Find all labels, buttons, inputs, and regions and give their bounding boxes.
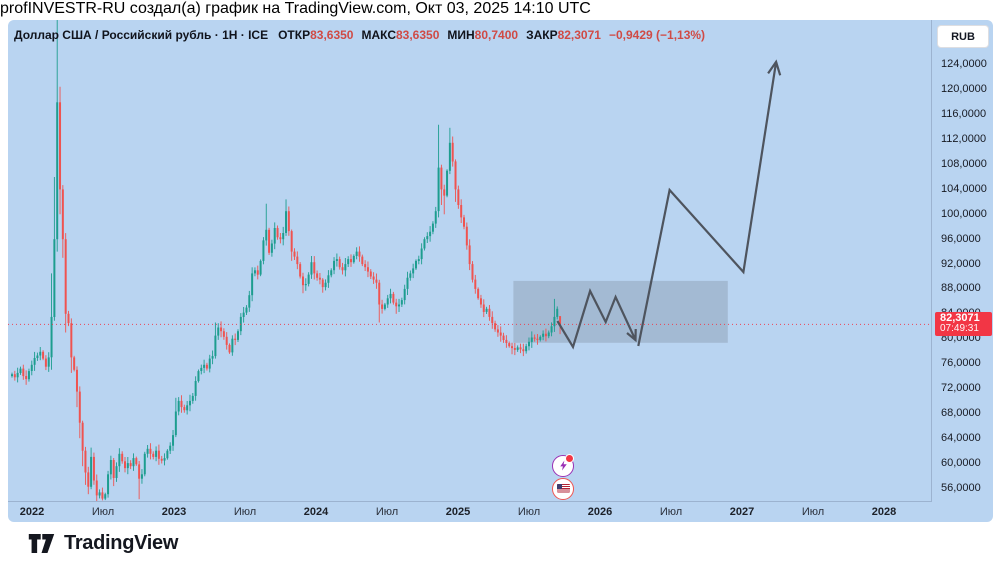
price-tick-label: 56,0000 [941, 481, 981, 494]
us-flag-glyph [556, 483, 570, 494]
last-price-value: 82,3071 [940, 312, 980, 325]
change-value: −0,9429 (−1,13%) [608, 28, 706, 42]
chart-canvas[interactable] [8, 20, 932, 501]
tradingview-logo[interactable]: TradingView [28, 532, 178, 555]
time-tick-year: 2025 [445, 506, 471, 518]
time-scale[interactable]: 2022 Июл 2023 Июл 2024 Июл 2025 Июл 2026 Июл 2027 И… [8, 501, 932, 522]
time-tick-year: 2022 [19, 506, 45, 518]
ohlc-high: МАКС83,6350 [361, 28, 440, 42]
time-tick-year: 2028 [871, 506, 897, 518]
time-tick-month: Июл [375, 506, 399, 518]
tradingview-mark-icon [28, 533, 55, 554]
price-tick-label: 92,0000 [941, 257, 981, 270]
price-tick-label: 124,0000 [941, 58, 987, 71]
price-tick-label: 100,0000 [941, 207, 987, 220]
price-scale[interactable]: RUB 82,3071 07:49:31 124,0000 120,0000 116… [931, 20, 993, 501]
time-tick-month: Июл [91, 506, 115, 518]
last-price-label: 82,3071 07:49:31 [935, 312, 992, 337]
notification-dot [565, 453, 575, 463]
lightning-event-icon[interactable] [552, 453, 575, 477]
chart-legend[interactable]: Доллар США / Российский рубль · 1H · ICE… [14, 26, 705, 44]
bar-countdown: 07:49:31 [940, 323, 979, 335]
time-tick-month: Июл [233, 506, 257, 518]
time-tick-month: Июл [801, 506, 825, 518]
price-tick-label: 120,0000 [941, 83, 987, 96]
price-tick-label: 108,0000 [941, 158, 987, 171]
chart-card: Доллар США / Российский рубль · 1H · ICE… [8, 20, 993, 522]
ohlc-close: ЗАКР82,3071 [526, 28, 601, 42]
time-tick-year: 2024 [303, 506, 329, 518]
currency-toggle-button[interactable]: RUB [937, 25, 989, 48]
price-tick-label: 88,0000 [941, 282, 981, 295]
price-tick-label: 96,0000 [941, 232, 981, 245]
us-flag-event-icon[interactable] [552, 477, 575, 500]
price-tick-label: 60,0000 [941, 456, 981, 469]
price-tick-label: 116,0000 [941, 108, 987, 121]
price-tick-label: 112,0000 [941, 133, 987, 146]
forecast-zigzag [556, 288, 637, 350]
time-tick-month: Июл [517, 506, 541, 518]
time-tick-month: Июл [659, 506, 683, 518]
time-tick-year: 2026 [587, 506, 613, 518]
price-tick-label: 76,0000 [941, 357, 981, 370]
ohlc-low: МИН80,7400 [447, 28, 519, 42]
ohlc-open: ОТКР83,6350 [278, 28, 354, 42]
time-tick-year: 2023 [161, 506, 187, 518]
time-tick-year: 2027 [729, 506, 755, 518]
symbol-title: Доллар США / Российский рубль · 1H · ICE [14, 28, 269, 42]
brand-text: TradingView [64, 532, 179, 554]
price-tick-label: 68,0000 [941, 406, 981, 419]
price-tick-label: 72,0000 [941, 381, 981, 394]
attribution-text: profINVESTR-RU создал(а) график на Tradi… [0, 0, 591, 17]
lightning-glyph [559, 460, 567, 471]
price-tick-label: 64,0000 [941, 431, 981, 444]
forecast-impulse [637, 61, 778, 347]
price-tick-label: 104,0000 [941, 182, 987, 195]
